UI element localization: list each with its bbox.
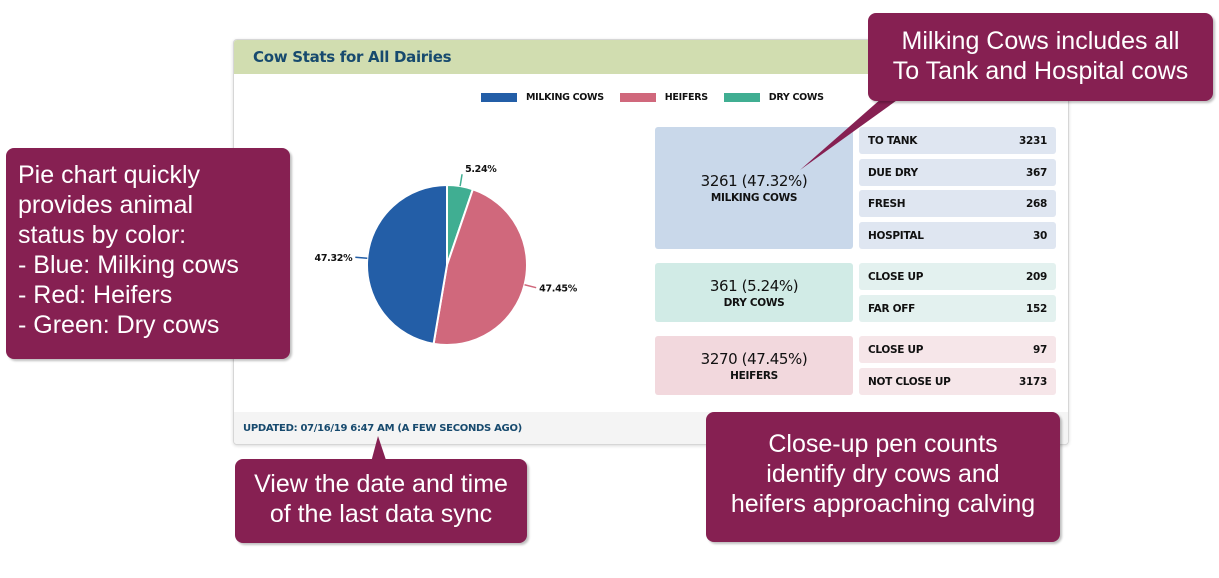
row-value: 30 xyxy=(1032,229,1047,242)
pie-label-line xyxy=(355,256,368,260)
row-fresh[interactable]: FRESH 268 xyxy=(859,190,1056,217)
callout-last-sync: View the date and time of the last data … xyxy=(235,459,527,543)
row-hospital[interactable]: HOSPITAL 30 xyxy=(859,222,1056,249)
pie-data-label: 5.24% xyxy=(465,164,497,175)
summary-label: MILKING COWS xyxy=(710,192,798,204)
callout-milking-note: Milking Cows includes all To Tank and Ho… xyxy=(868,13,1213,101)
row-label: FAR OFF xyxy=(868,302,916,315)
callout-line: - Blue: Milking cows xyxy=(18,251,239,279)
row-heifer-close-up[interactable]: CLOSE UP 97 xyxy=(859,336,1056,363)
last-updated: UPDATED: 07/16/19 6:47 AM (A FEW SECONDS… xyxy=(243,422,522,434)
pie-chart: 5.24% 47.45% 47.32% xyxy=(294,140,614,370)
callout-line: Milking Cows includes all xyxy=(901,27,1180,55)
pie-slice-milking-cows[interactable] xyxy=(366,183,448,346)
summary-label: HEIFERS xyxy=(730,369,778,382)
summary-value: 3270 (47.45%) xyxy=(700,349,808,368)
summary-dry-cows[interactable]: 361 (5.24%) DRY COWS xyxy=(655,263,853,322)
pie-slice-heifers[interactable] xyxy=(432,188,528,346)
row-label: FRESH xyxy=(868,197,906,210)
legend-item-milking[interactable]: MILKING COWS xyxy=(481,92,604,103)
callout-line: status by color: xyxy=(18,221,187,249)
pie-label-line xyxy=(459,174,463,187)
row-value: 209 xyxy=(1025,270,1047,283)
summary-heifers[interactable]: 3270 (47.45%) HEIFERS xyxy=(655,336,853,395)
callout-close-up-pens: Close-up pen counts identify dry cows an… xyxy=(706,412,1060,542)
callout-line: View the date and time xyxy=(254,470,508,498)
callout-line: of the last data sync xyxy=(269,500,493,528)
pie-data-label: 47.32% xyxy=(315,253,354,264)
row-far-off[interactable]: FAR OFF 152 xyxy=(859,295,1056,322)
callout-line: Close-up pen counts xyxy=(768,430,998,458)
row-value: 3231 xyxy=(1018,134,1047,147)
row-label: CLOSE UP xyxy=(868,270,924,283)
chart-legend: MILKING COWS HEIFERS DRY COWS xyxy=(481,92,840,103)
legend-swatch-milking xyxy=(481,93,517,102)
callout-line: Pie chart quickly xyxy=(18,161,201,189)
legend-item-dry[interactable]: DRY COWS xyxy=(723,92,824,103)
pie-label-line xyxy=(524,283,537,289)
pie-data-label: 47.45% xyxy=(539,284,578,295)
row-value: 367 xyxy=(1025,166,1047,179)
legend-swatch-dry xyxy=(723,93,760,102)
legend-swatch-heifers xyxy=(619,93,656,102)
row-label: CLOSE UP xyxy=(868,343,924,356)
row-dry-close-up[interactable]: CLOSE UP 209 xyxy=(859,263,1056,290)
summary-label: DRY COWS xyxy=(723,296,785,309)
row-not-close-up[interactable]: NOT CLOSE UP 3173 xyxy=(859,368,1056,395)
row-label: NOT CLOSE UP xyxy=(868,375,951,388)
row-label: HOSPITAL xyxy=(868,229,924,242)
row-value: 97 xyxy=(1032,343,1047,356)
card-title: Cow Stats for All Dairies xyxy=(253,48,452,66)
legend-item-heifers[interactable]: HEIFERS xyxy=(619,92,708,103)
summary-milking-cows[interactable]: 3261 (47.32%) MILKING COWS xyxy=(655,127,853,249)
callout-line: - Green: Dry cows xyxy=(18,311,220,339)
legend-label: MILKING COWS xyxy=(526,92,604,103)
row-value: 3173 xyxy=(1018,375,1047,388)
callout-pie-explanation: Pie chart quickly provides animal status… xyxy=(6,148,290,359)
callout-line: - Red: Heifers xyxy=(18,281,173,309)
callout-line: heifers approaching calving xyxy=(730,490,1036,518)
summary-value: 3261 (47.32%) xyxy=(700,172,808,190)
legend-label: DRY COWS xyxy=(768,92,824,103)
row-to-tank[interactable]: TO TANK 3231 xyxy=(859,127,1056,154)
row-label: DUE DRY xyxy=(868,166,918,179)
callout-line: To Tank and Hospital cows xyxy=(892,57,1189,85)
callout-line: identify dry cows and xyxy=(766,460,1000,488)
legend-label: HEIFERS xyxy=(664,92,708,103)
row-due-dry[interactable]: DUE DRY 367 xyxy=(859,159,1056,186)
row-value: 152 xyxy=(1025,302,1047,315)
row-label: TO TANK xyxy=(868,134,918,147)
pie-chart-svg: 5.24% 47.45% 47.32% xyxy=(315,164,578,346)
callout-line: provides animal xyxy=(18,191,194,219)
row-value: 268 xyxy=(1025,197,1047,210)
summary-value: 361 (5.24%) xyxy=(709,276,799,295)
